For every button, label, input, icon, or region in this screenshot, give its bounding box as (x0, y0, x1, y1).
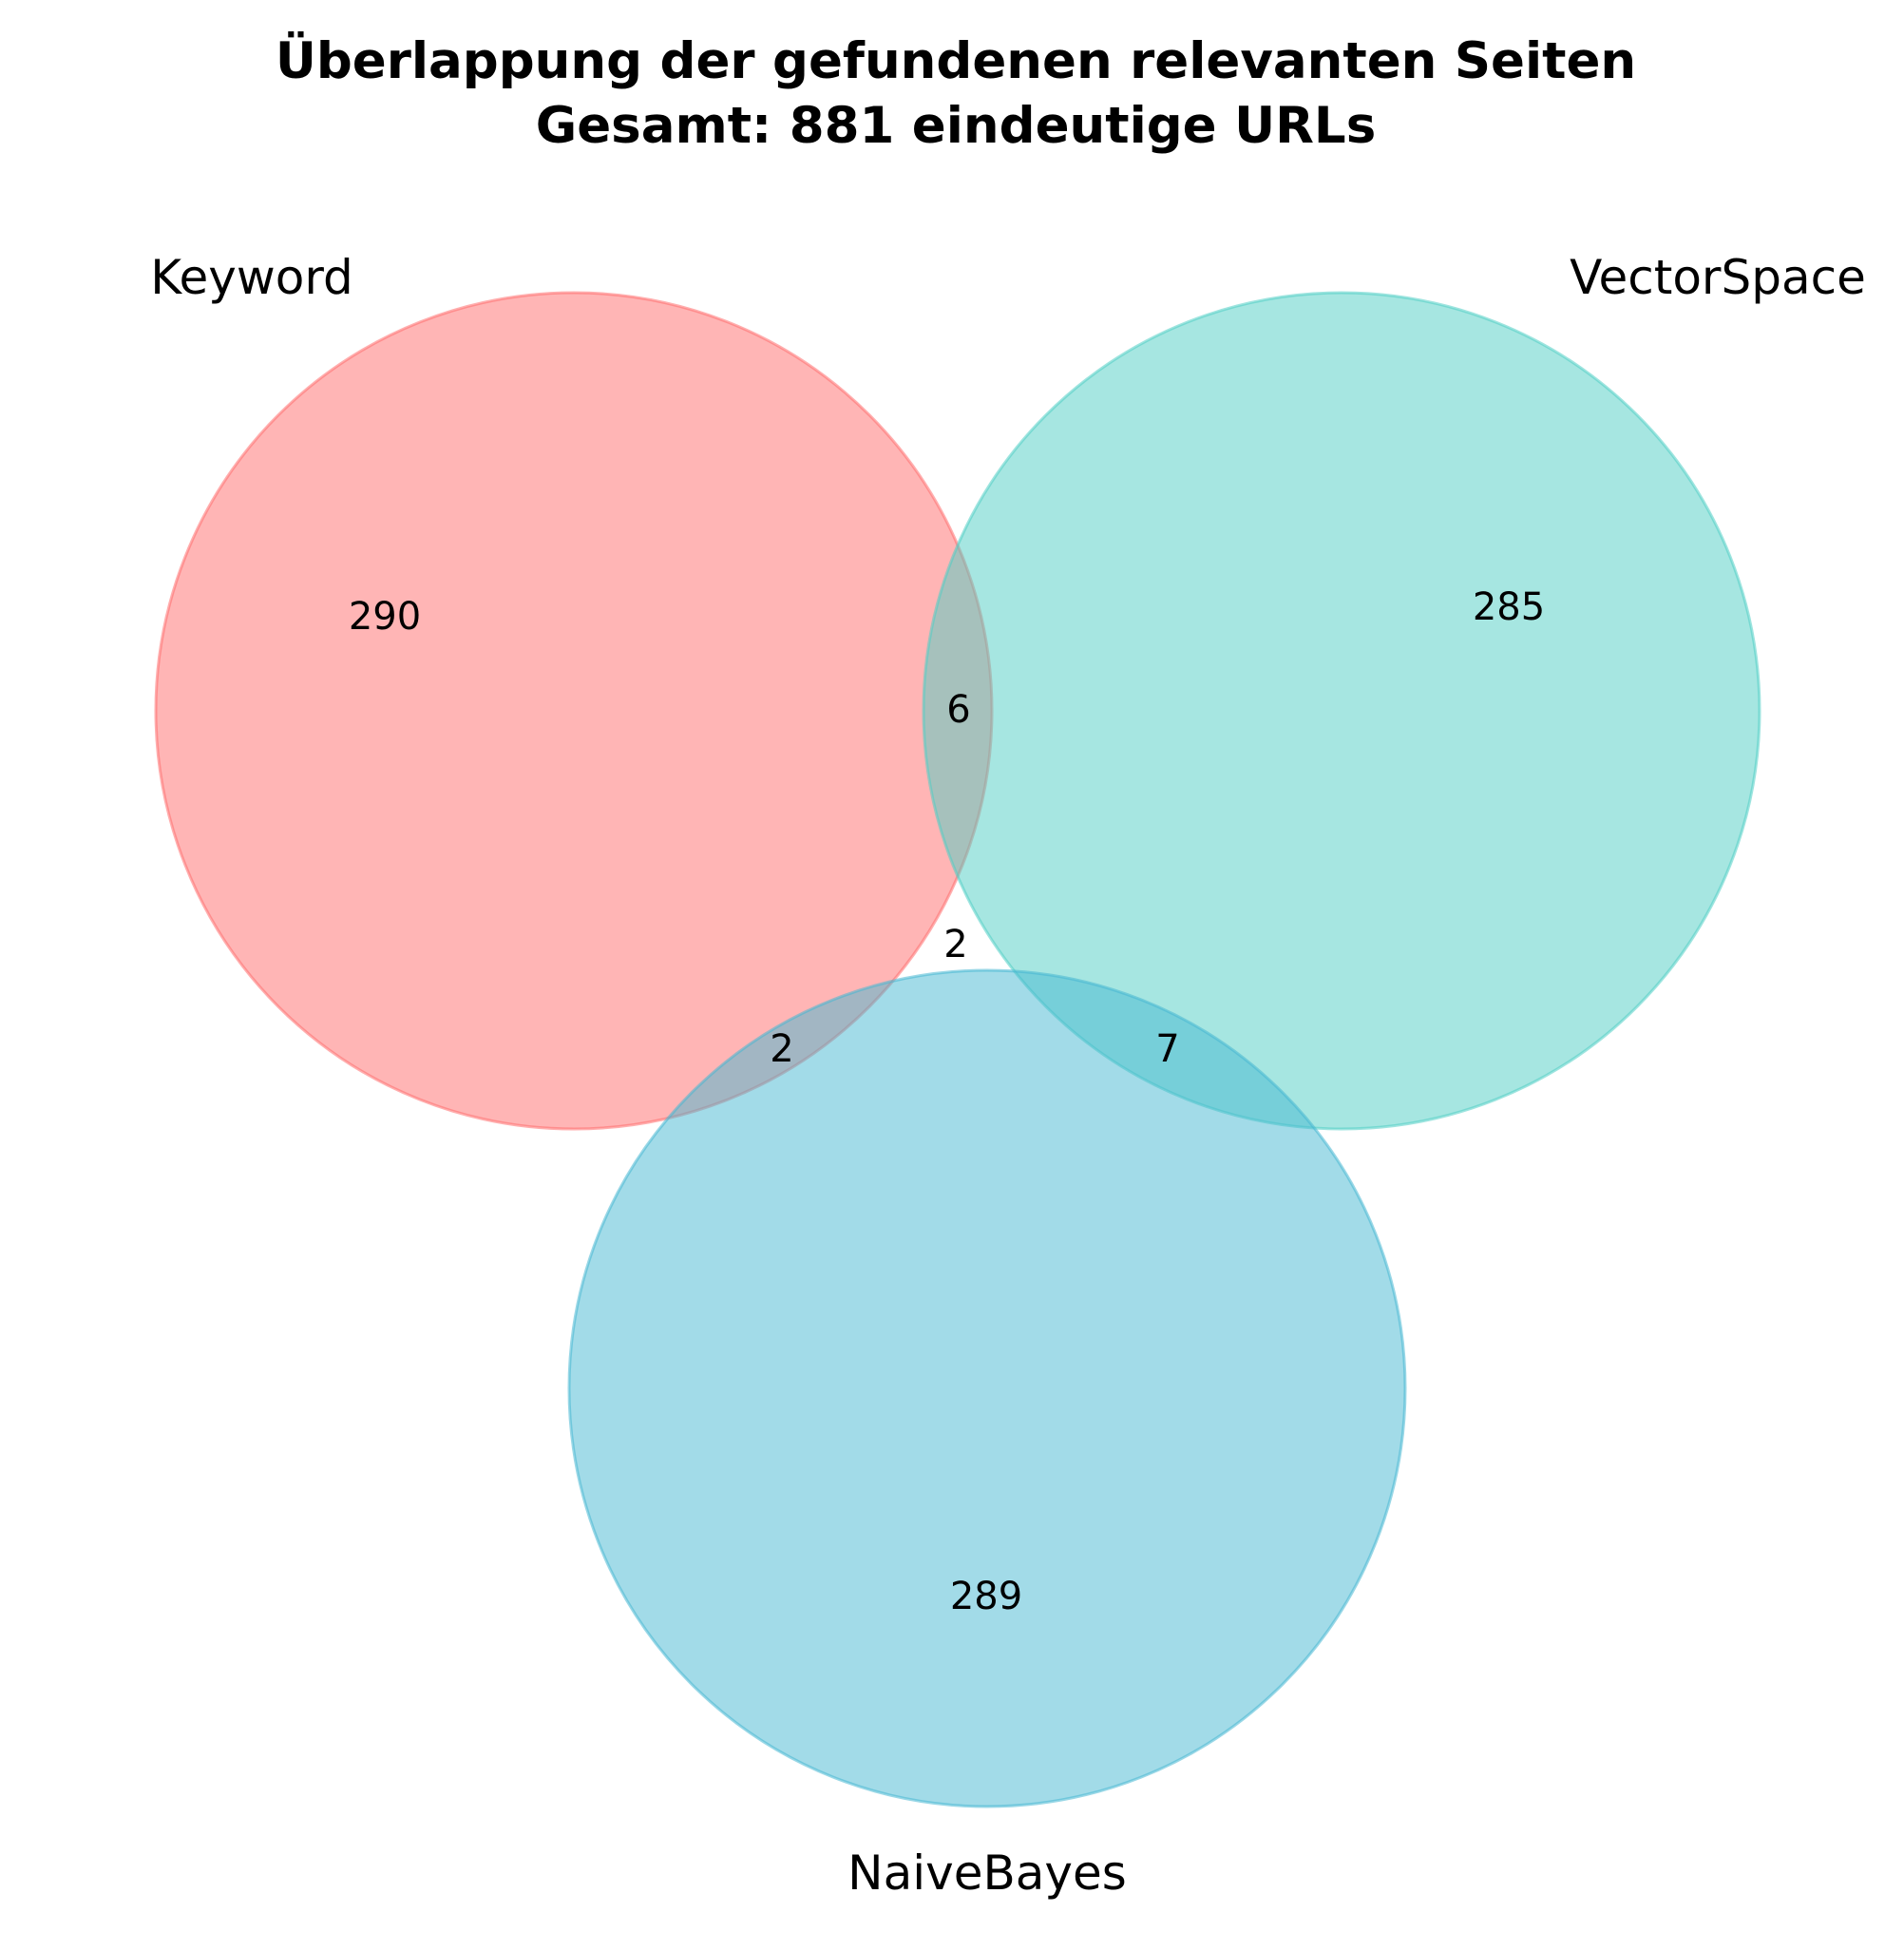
vectorspace-label: VectorSpace (1570, 250, 1866, 305)
count-naivebayes-only: 289 (950, 1575, 1022, 1618)
naivebayes-label: NaiveBayes (847, 1846, 1127, 1901)
count-all-three: 2 (943, 923, 967, 966)
count-keyword-only: 290 (349, 595, 421, 639)
vectorspace-circle (922, 291, 1761, 1131)
count-keyword-naivebayes: 2 (770, 1027, 793, 1071)
count-vectorspace-only: 285 (1473, 585, 1545, 629)
count-vectorspace-naivebayes: 7 (1155, 1027, 1179, 1071)
naivebayes-circle (567, 968, 1407, 1808)
count-keyword-vectorspace: 6 (946, 688, 970, 732)
title-line-1: Überlappung der gefundenen relevanten Se… (276, 30, 1636, 90)
title-line-2: Gesamt: 881 eindeutige URLs (536, 97, 1377, 155)
keyword-label: Keyword (150, 250, 353, 305)
